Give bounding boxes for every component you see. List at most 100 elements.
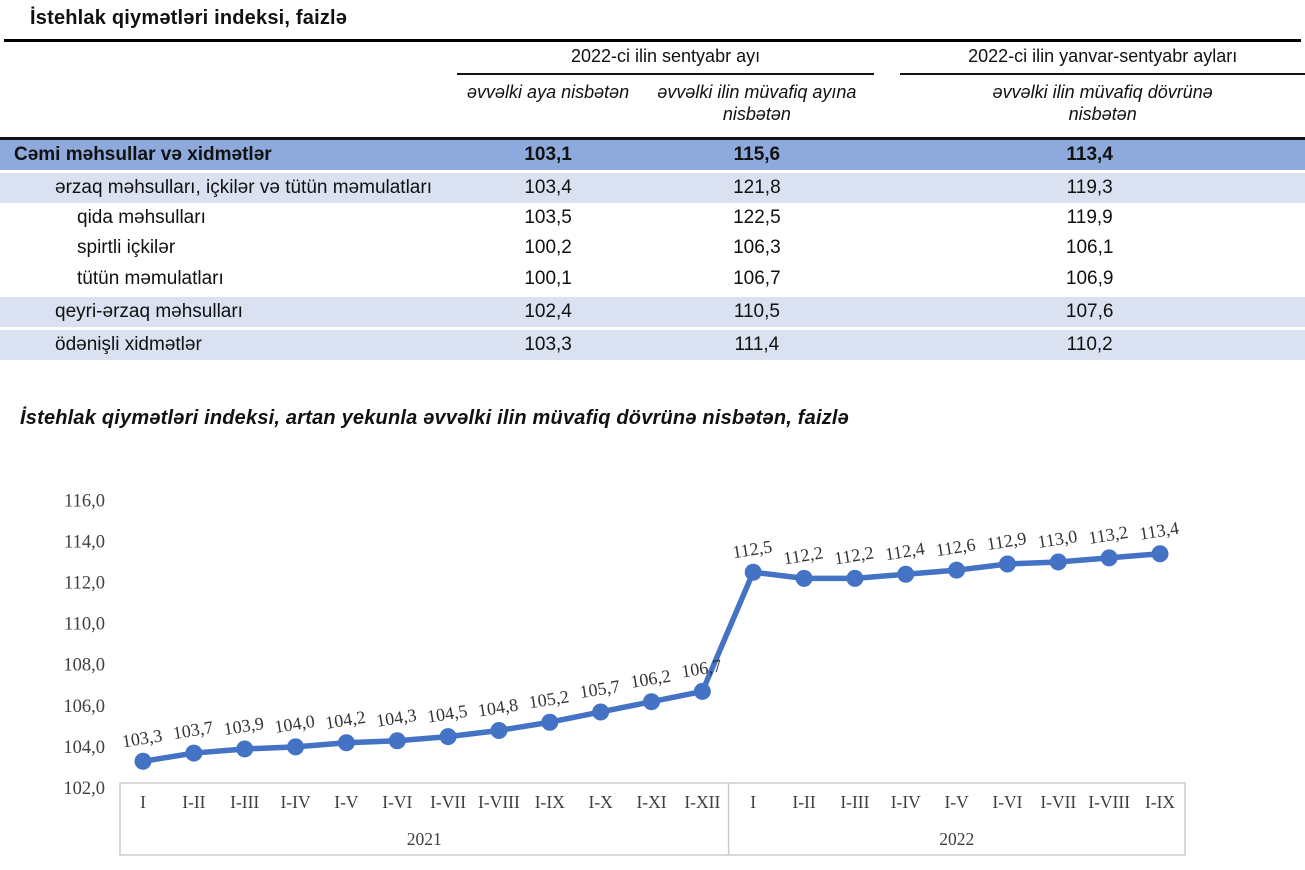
data-point-marker	[388, 732, 406, 750]
data-point-marker	[643, 693, 660, 711]
table-row-paid-services: ödənişli xidmətlər 103,3 111,4 110,2	[0, 328, 1305, 361]
data-point-marker	[1100, 549, 1118, 567]
table-row-tobacco: tütün məmulatları 100,1 106,7 106,9	[0, 264, 1305, 296]
table-row-non-food: qeyri-ərzaq məhsulları 102,4 110,5 107,6	[0, 295, 1305, 329]
table-row-total: Cəmi məhsullar və xidmətlər 103,1 115,6 …	[0, 138, 1305, 172]
x-axis-tick-label: I	[750, 792, 756, 812]
row-label: tütün məmulatları	[77, 267, 224, 289]
sub-header-text: əvvəlki aya nisbətən	[467, 81, 630, 102]
x-axis-tick-label: I-V	[944, 792, 969, 812]
row-value: 107,6	[1065, 300, 1114, 322]
row-value: 106,3	[733, 237, 781, 259]
row-value: 111,4	[734, 333, 780, 355]
x-axis-tick-label: I-V	[334, 792, 359, 812]
x-axis-tick-label: I-III	[840, 792, 869, 812]
data-point-label: 104,5	[426, 701, 469, 727]
group-header-september: 2022-ci ilin sentyabr ayı	[456, 44, 875, 75]
row-value: 115,6	[733, 143, 781, 165]
x-axis-tick-label: I-VI	[992, 792, 1022, 812]
data-point-label: 112,2	[833, 542, 875, 568]
data-point-marker	[693, 682, 711, 700]
data-point-marker	[236, 740, 254, 758]
x-axis-tick-label: I-VII	[1040, 792, 1076, 812]
y-axis-tick-label: 110,0	[64, 615, 105, 635]
cpi-line-chart: 102,0 104,0 106,0 108,0 110,0 112,0 114,0 116,0…	[0, 455, 1305, 870]
row-value: 110,5	[733, 300, 780, 322]
row-label: qida məhsulları	[77, 207, 206, 229]
data-point-marker	[897, 565, 915, 583]
data-point-marker	[948, 561, 966, 579]
x-axis-tick-label: I-VI	[382, 792, 412, 812]
data-point-marker	[795, 569, 813, 587]
data-point-marker	[1049, 553, 1067, 571]
data-point-marker	[287, 738, 305, 756]
data-point-marker	[846, 569, 864, 587]
data-point-label: 103,3	[120, 725, 163, 751]
page-title: İstehlak qiymətləri indeksi, faizlə	[30, 7, 348, 29]
header-gap	[874, 74, 900, 138]
row-label: Cəmi məhsullar və xidmətlər	[14, 143, 272, 165]
data-point-marker	[439, 728, 457, 746]
data-point-label: 105,7	[578, 676, 621, 702]
row-value: 103,4	[524, 177, 572, 199]
row-label: qeyri-ərzaq məhsulları	[55, 300, 243, 322]
data-point-label: 112,6	[934, 534, 976, 560]
cpi-table: 2022-ci ilin sentyabr ayı 2022-ci ilin y…	[0, 44, 1305, 361]
data-point-label: 112,2	[782, 542, 824, 568]
x-axis-tick-label: I-III	[230, 792, 259, 812]
row-value: 106,9	[1065, 267, 1114, 289]
data-point-label: 112,5	[731, 536, 773, 562]
row-value: 106,7	[733, 267, 781, 289]
sub-header-text: əvvəlki ilin müvafiq dövrünə nisbətən	[992, 81, 1213, 124]
y-axis-tick-label: 102,0	[63, 779, 105, 799]
year-label: 2022	[939, 829, 974, 849]
x-axis-tick-label: I	[140, 792, 146, 812]
data-point-label: 103,9	[222, 713, 265, 739]
row-value: 103,1	[524, 143, 572, 165]
chart-title: İstehlak qiymətləri indeksi, artan yekun…	[20, 407, 849, 429]
y-axis-tick-label: 112,0	[64, 574, 105, 594]
data-point-label: 105,2	[527, 686, 570, 712]
row-value: 100,2	[524, 237, 572, 259]
data-point-label: 112,4	[884, 538, 926, 564]
x-axis-tick-label: I-X	[589, 792, 614, 812]
row-value: 103,5	[524, 207, 572, 229]
x-axis-tick-label: I-IV	[891, 792, 921, 812]
row-label: ərzaq məhsulları, içkilər və tütün məmul…	[55, 177, 432, 199]
data-point-label: 104,0	[273, 711, 316, 737]
data-point-label: 103,7	[171, 717, 214, 743]
data-point-marker	[744, 563, 762, 581]
row-value: 100,1	[524, 267, 572, 289]
row-value: 102,4	[524, 300, 572, 322]
row-label: spirtli içkilər	[77, 237, 176, 259]
sub-header-vs-prev-month: əvvəlki aya nisbətən	[457, 74, 640, 138]
y-axis-tick-label: 116,0	[64, 491, 105, 511]
data-point-label: 113,2	[1087, 522, 1129, 548]
y-axis-tick-label: 104,0	[63, 738, 105, 758]
table-row-food: qida məhsulları 103,5 122,5 119,9	[0, 203, 1305, 233]
year-label: 2021	[407, 829, 442, 849]
row-value: 122,5	[733, 207, 781, 229]
row-label: ödənişli xidmətlər	[55, 333, 202, 355]
row-value: 119,9	[1066, 207, 1113, 229]
y-axis-tick-label: 108,0	[63, 656, 105, 676]
data-point-label: 106,2	[629, 666, 672, 692]
row-value: 121,8	[733, 177, 781, 199]
data-point-marker	[134, 752, 152, 770]
group-header-january-september: 2022-ci ilin yanvar-sentyabr ayları	[900, 44, 1305, 75]
data-point-label: 112,9	[985, 528, 1027, 554]
x-axis-box	[119, 782, 1186, 856]
x-axis-tick-label: I-II	[792, 792, 815, 812]
row-value: 103,3	[524, 333, 572, 355]
y-axis-tick-label: 114,0	[64, 532, 105, 552]
sub-header-text: əvvəlki ilin müvafiq ayına nisbətən	[657, 81, 857, 124]
x-axis-tick-label: I-IX	[1145, 792, 1175, 812]
data-point-marker	[185, 744, 203, 762]
x-axis-tick-label: I-II	[182, 792, 205, 812]
data-point-label: 106,7	[680, 655, 723, 681]
row-value: 113,4	[1066, 143, 1113, 165]
x-axis-tick-label: I-XI	[636, 792, 666, 812]
sub-header-vs-same-period: əvvəlki ilin müvafiq dövrünə nisbətən	[900, 74, 1305, 138]
row-value: 106,1	[1065, 237, 1114, 259]
data-point-marker	[541, 713, 559, 731]
